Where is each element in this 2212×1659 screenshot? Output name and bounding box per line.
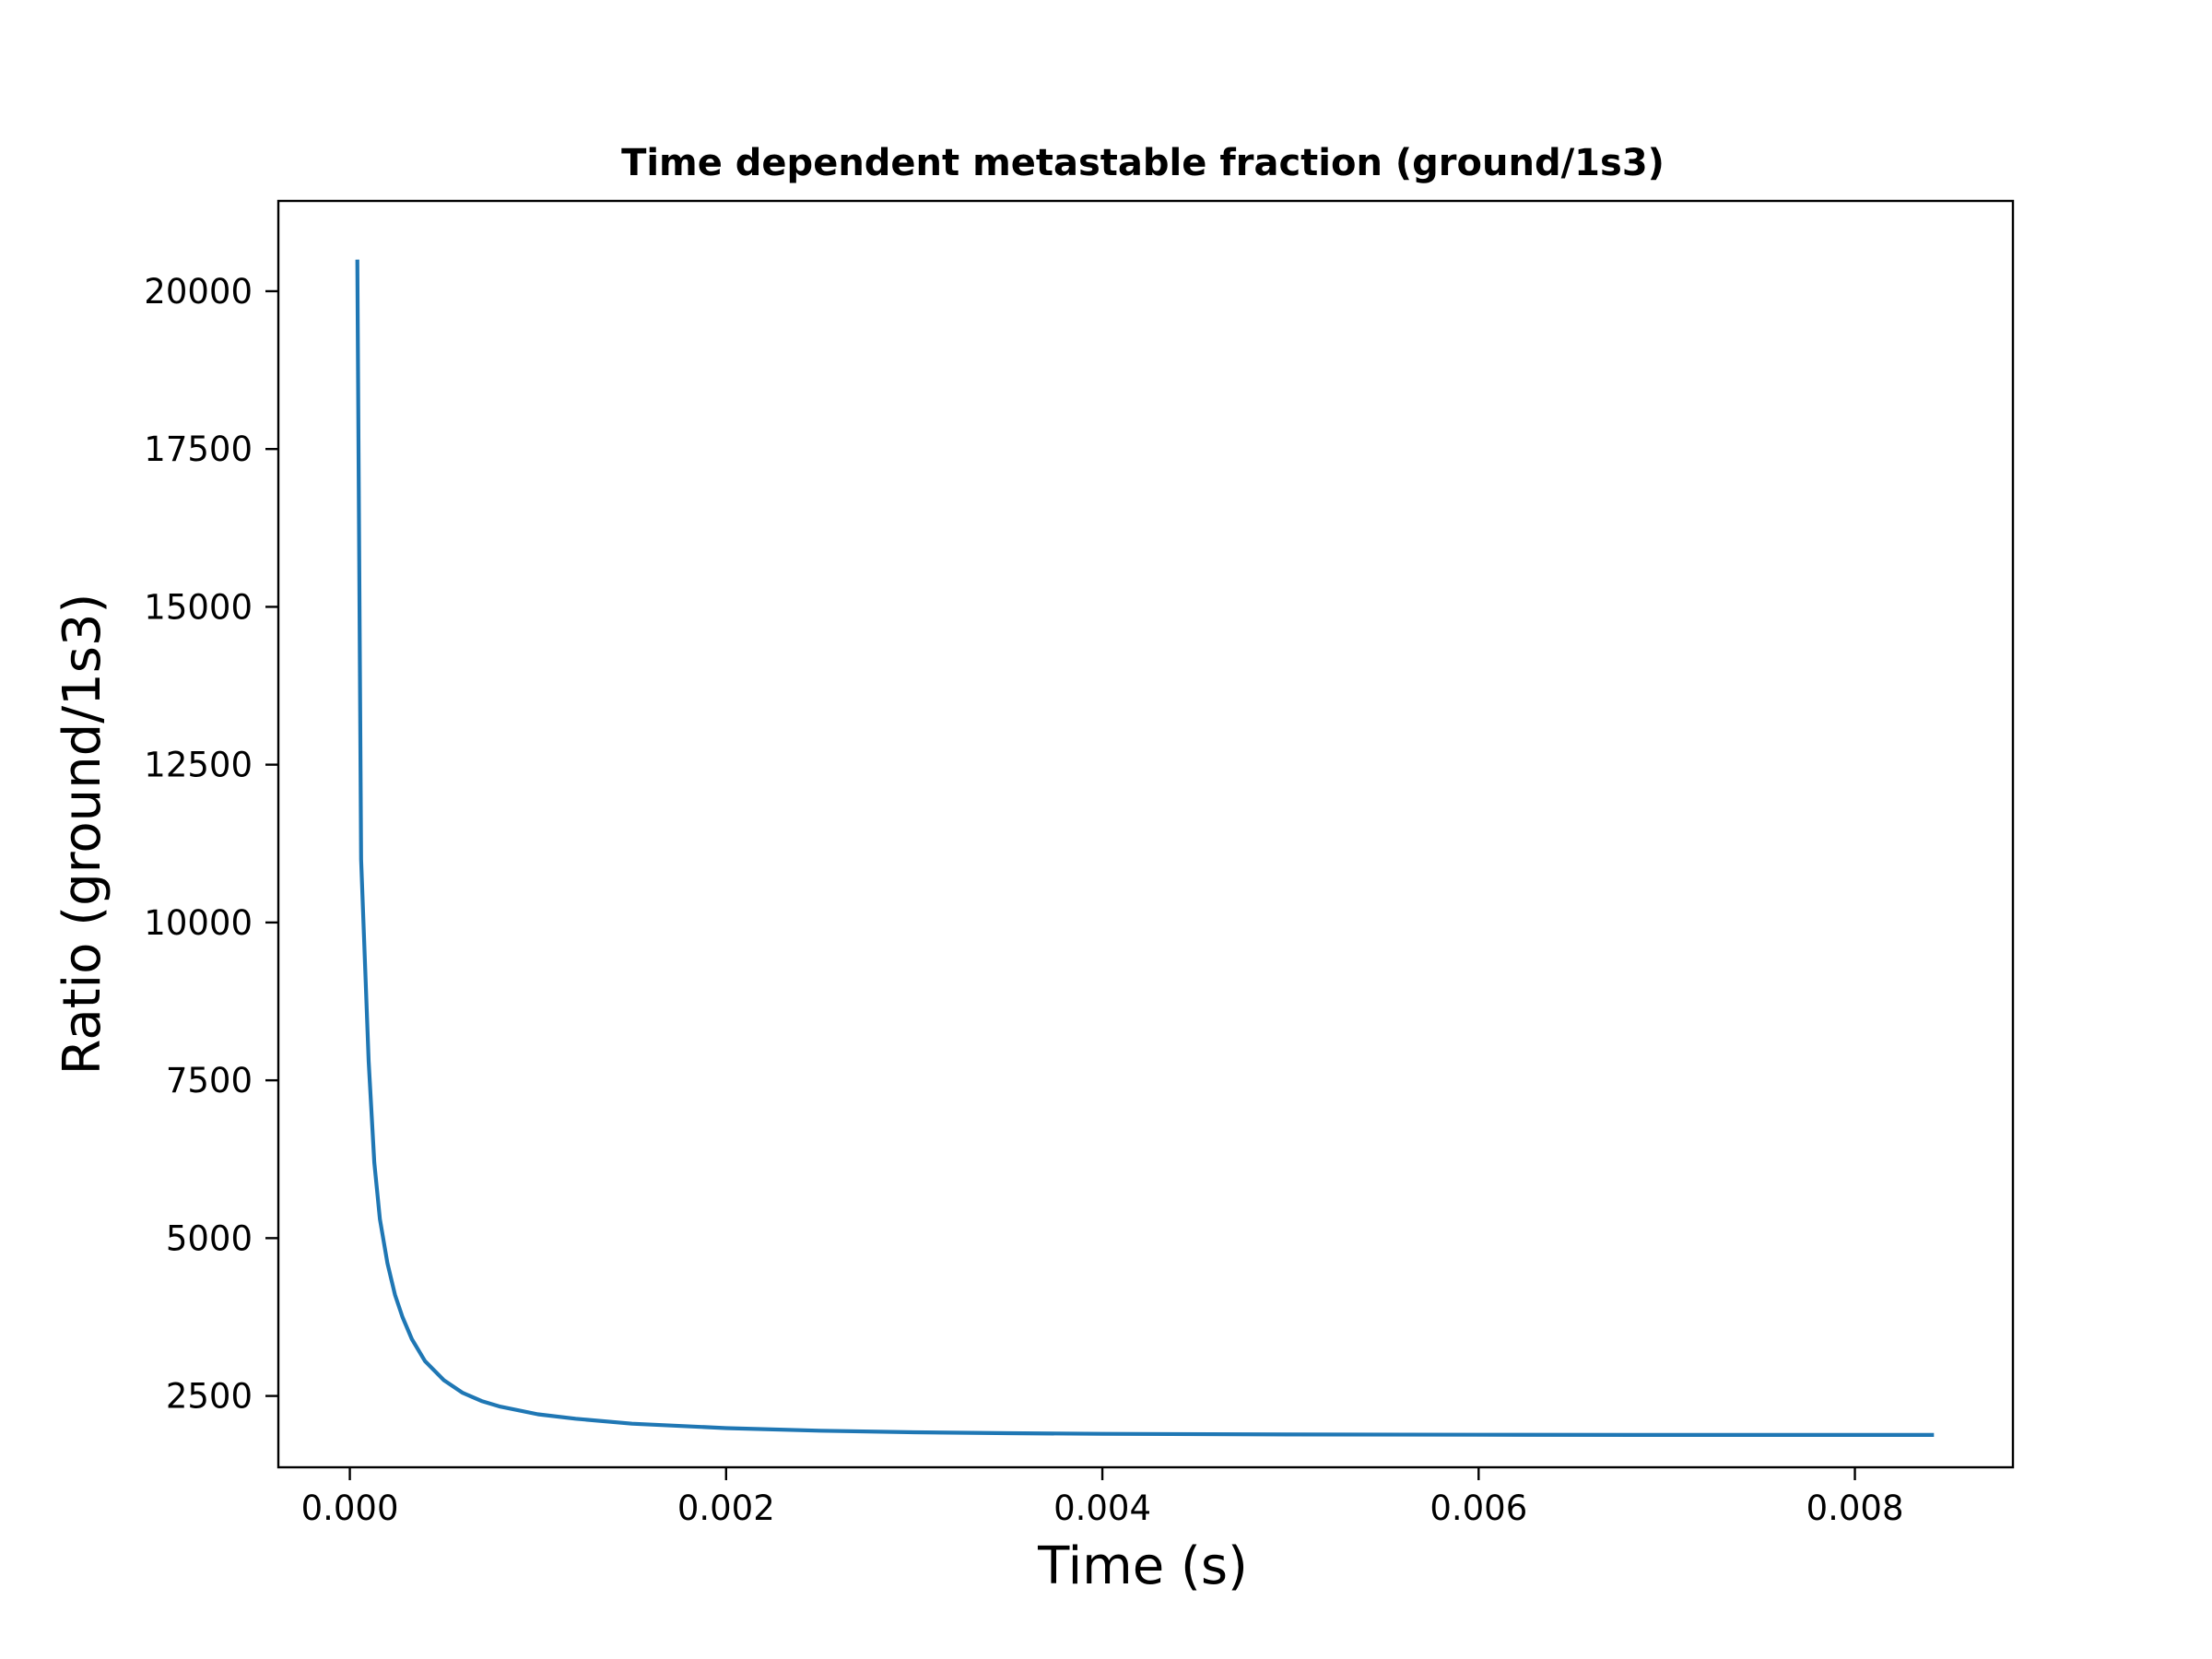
plot-area [276, 199, 2015, 1469]
y-tick-label: 12500 [144, 746, 253, 785]
x-tick-label: 0.006 [1430, 1488, 1527, 1528]
axes-frame [276, 199, 2015, 1469]
x-tick-label: 0.008 [1806, 1488, 1904, 1528]
x-tick-label: 0.000 [301, 1488, 399, 1528]
y-tick-label: 20000 [144, 272, 253, 312]
x-axis-ticks: 0.000 0.002 0.004 0.006 0.008 [301, 1467, 1904, 1528]
x-axis-label: Time (s) [1037, 1536, 1248, 1596]
y-tick-label: 7500 [166, 1061, 253, 1100]
series-line-0 [355, 259, 1935, 1438]
y-axis-label: Ratio (ground/1s3) [53, 594, 112, 1076]
y-tick-label: 15000 [144, 587, 253, 627]
x-tick-label: 0.004 [1053, 1488, 1151, 1528]
x-tick-label: 0.002 [677, 1488, 775, 1528]
y-tick-label: 2500 [166, 1377, 253, 1417]
y-tick-label: 17500 [144, 429, 253, 469]
y-tick-label: 5000 [166, 1218, 253, 1258]
y-tick-label: 10000 [144, 903, 253, 943]
chart-title: Time dependent metastable fraction (grou… [621, 142, 1665, 184]
y-axis-ticks: 2500 5000 7500 10000 12500 15000 17500 20000 [144, 272, 278, 1417]
